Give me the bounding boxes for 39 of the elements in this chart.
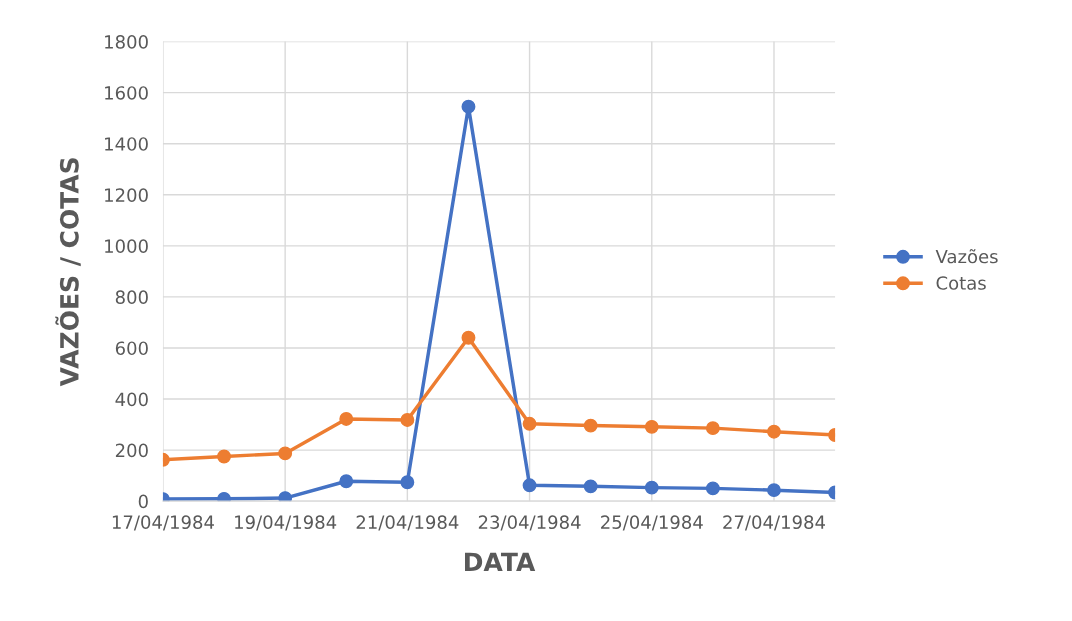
point — [400, 413, 415, 427]
y-tick-label: 1200 — [105, 188, 148, 202]
x-tick-label: 19/04/1984 — [235, 515, 337, 531]
point — [644, 419, 659, 434]
y-tick-label: 200 — [115, 443, 148, 458]
point — [705, 421, 720, 436]
legend-label: Cotas — [936, 276, 986, 290]
x-tick-label: 27/04/1984 — [723, 515, 825, 531]
y-tick-label: 600 — [115, 341, 148, 356]
x-axis-title: DATA — [465, 552, 536, 571]
x-tick-label: 17/04/1984 — [112, 515, 214, 531]
point — [767, 483, 781, 498]
y-tick-label: 0 — [138, 494, 148, 509]
point — [583, 479, 598, 494]
point — [522, 416, 537, 431]
y-tick-label: 1600 — [105, 86, 148, 100]
point — [705, 481, 720, 496]
y-tick-label: 1800 — [105, 35, 148, 49]
point — [767, 424, 781, 439]
x-tick-label: 25/04/1984 — [601, 515, 703, 531]
point — [461, 330, 476, 345]
point — [278, 491, 293, 502]
point — [278, 446, 293, 461]
x-tick-label: 23/04/1984 — [478, 515, 581, 531]
x-tick-label: 21/04/1984 — [356, 515, 459, 531]
point — [644, 480, 659, 495]
y-tick-label: 1400 — [105, 137, 148, 151]
point — [461, 99, 476, 114]
y-tick-label: 1000 — [105, 239, 148, 253]
legend-label: Vazões — [935, 249, 998, 264]
point — [217, 449, 231, 464]
y-axis-title: VAZÕES / COTAS — [55, 158, 81, 387]
point — [522, 478, 537, 493]
point — [339, 474, 354, 489]
point — [400, 475, 415, 490]
point — [583, 418, 598, 433]
y-tick-label: 800 — [115, 290, 148, 305]
point — [339, 411, 354, 426]
y-tick-label: 400 — [115, 392, 148, 407]
